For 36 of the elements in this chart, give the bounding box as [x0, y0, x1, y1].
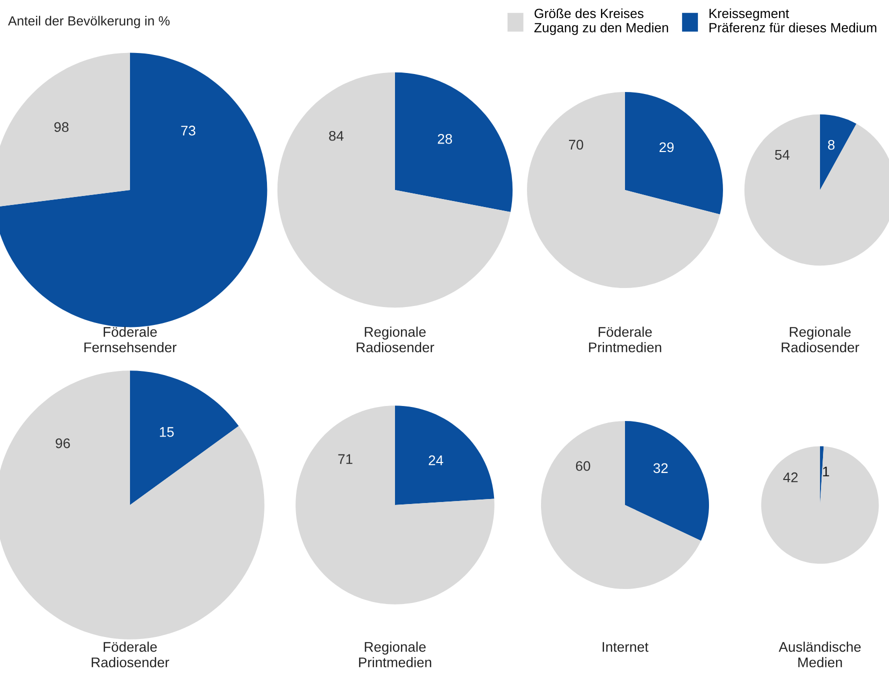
pie-slice: [395, 72, 513, 212]
data-label: 8: [828, 140, 835, 150]
data-label: 29: [660, 142, 674, 152]
text: Regionale Radiosender: [782, 326, 860, 352]
text: Regionale Printmedien: [359, 642, 432, 668]
pie-slice: [395, 406, 494, 505]
pie-slice: [277, 72, 511, 308]
legend-label: Größe des Kreises Zugang zu den Medien: [534, 8, 668, 35]
text: Anteil der Bevölkerung in %: [8, 16, 170, 28]
text: 84: [329, 130, 344, 141]
pie-slice: [527, 92, 720, 288]
pie-slice: [296, 406, 494, 604]
text: Ausländische Medien: [778, 642, 861, 668]
data-label: 73: [181, 126, 196, 136]
pie-slice: [761, 446, 879, 564]
pie-slice: [625, 421, 709, 541]
data-label: 1: [823, 466, 830, 476]
text: 42: [783, 472, 798, 482]
data-label: 28: [438, 134, 452, 144]
text: Föderale Fernsehsender: [84, 326, 176, 352]
pie-slice: [625, 92, 723, 214]
text: 98: [54, 122, 69, 132]
legend-label: Kreissegment Präferenz für dieses Medium: [710, 8, 876, 32]
text: Regionale Radiosender: [356, 326, 434, 352]
data-label: 32: [653, 463, 668, 474]
data-label: 24: [428, 455, 444, 466]
text: 71: [338, 454, 352, 464]
text: 54: [775, 150, 790, 160]
data-label: 15: [160, 427, 174, 437]
text: Internet: [602, 642, 648, 652]
text: 70: [568, 140, 584, 150]
text: 96: [56, 438, 70, 448]
text: Föderale Printmedien: [589, 326, 662, 352]
text: 60: [576, 461, 590, 471]
text: Föderale Radiosender: [92, 642, 170, 668]
pie-slice: [541, 421, 702, 589]
